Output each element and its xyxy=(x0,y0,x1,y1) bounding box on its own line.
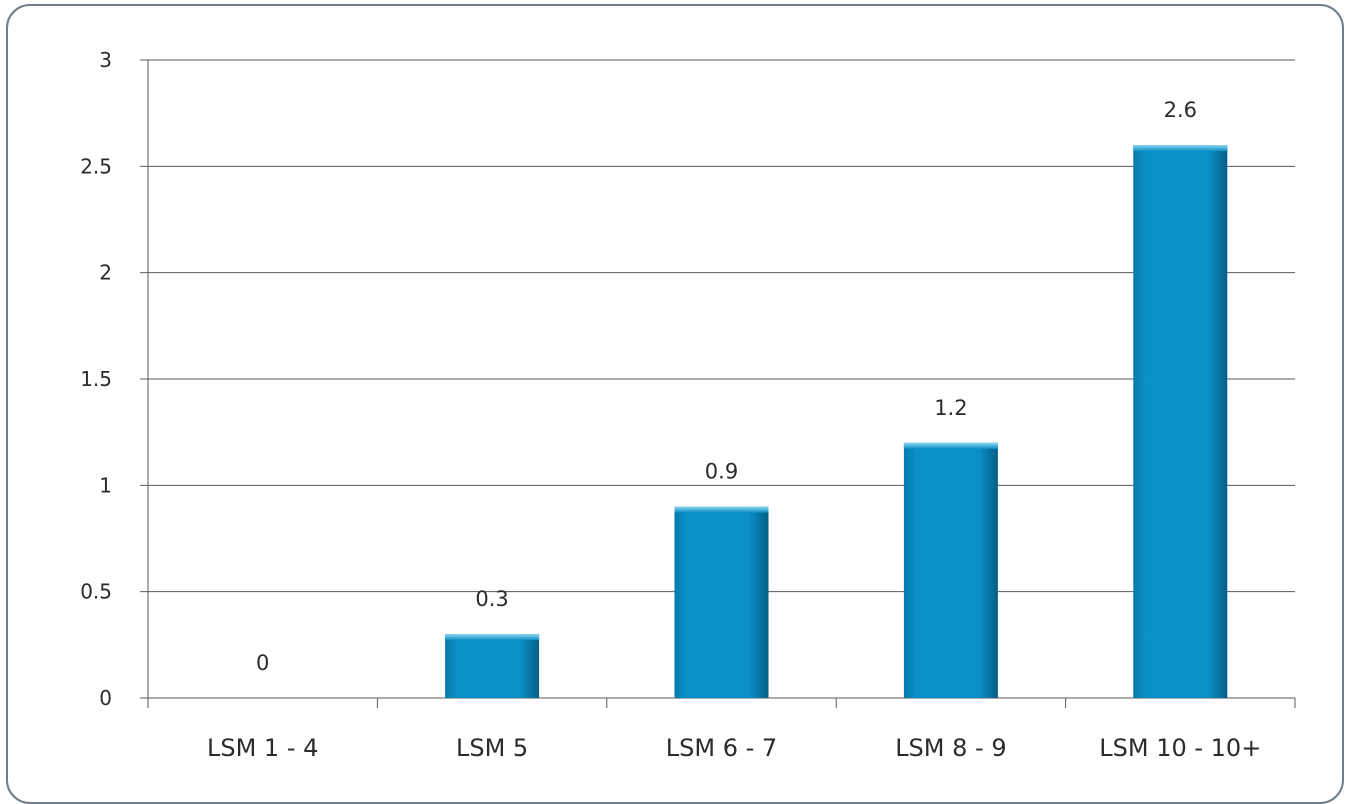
bar xyxy=(903,442,998,698)
y-tick-label: 0.5 xyxy=(80,580,112,604)
bar-highlight xyxy=(903,442,998,449)
y-tick-label: 3 xyxy=(99,48,112,72)
data-label: 0.9 xyxy=(705,460,738,484)
data-label: 2.6 xyxy=(1164,98,1197,122)
x-category-label: LSM 6 - 7 xyxy=(666,734,777,762)
y-tick-label: 1.5 xyxy=(80,367,112,391)
data-label: 1.2 xyxy=(934,396,967,420)
bar-highlight xyxy=(1133,145,1228,152)
bar xyxy=(445,634,540,698)
x-category-label: LSM 1 - 4 xyxy=(207,734,318,762)
bar-highlight xyxy=(674,506,769,513)
data-label: 0 xyxy=(256,651,269,675)
x-category-label: LSM 5 xyxy=(456,734,528,762)
y-tick-label: 1 xyxy=(99,473,112,497)
bars xyxy=(445,145,1228,699)
data-label: 0.3 xyxy=(475,587,508,611)
x-category-label: LSM 8 - 9 xyxy=(895,734,1006,762)
y-tick-label: 0 xyxy=(99,686,112,710)
bar xyxy=(674,506,769,698)
labels: 0 0.5 1 1.5 2 2.5 3 0 LSM 1 - 4 0.3 LSM 5 0.9 LSM 6 … xyxy=(80,48,1261,762)
bar-highlight xyxy=(445,634,540,641)
gridlines xyxy=(148,59,1295,593)
y-tick-label: 2.5 xyxy=(80,154,112,178)
y-tick-label: 2 xyxy=(99,261,112,285)
x-category-label: LSM 10 - 10+ xyxy=(1099,734,1261,762)
bar xyxy=(1133,145,1228,699)
